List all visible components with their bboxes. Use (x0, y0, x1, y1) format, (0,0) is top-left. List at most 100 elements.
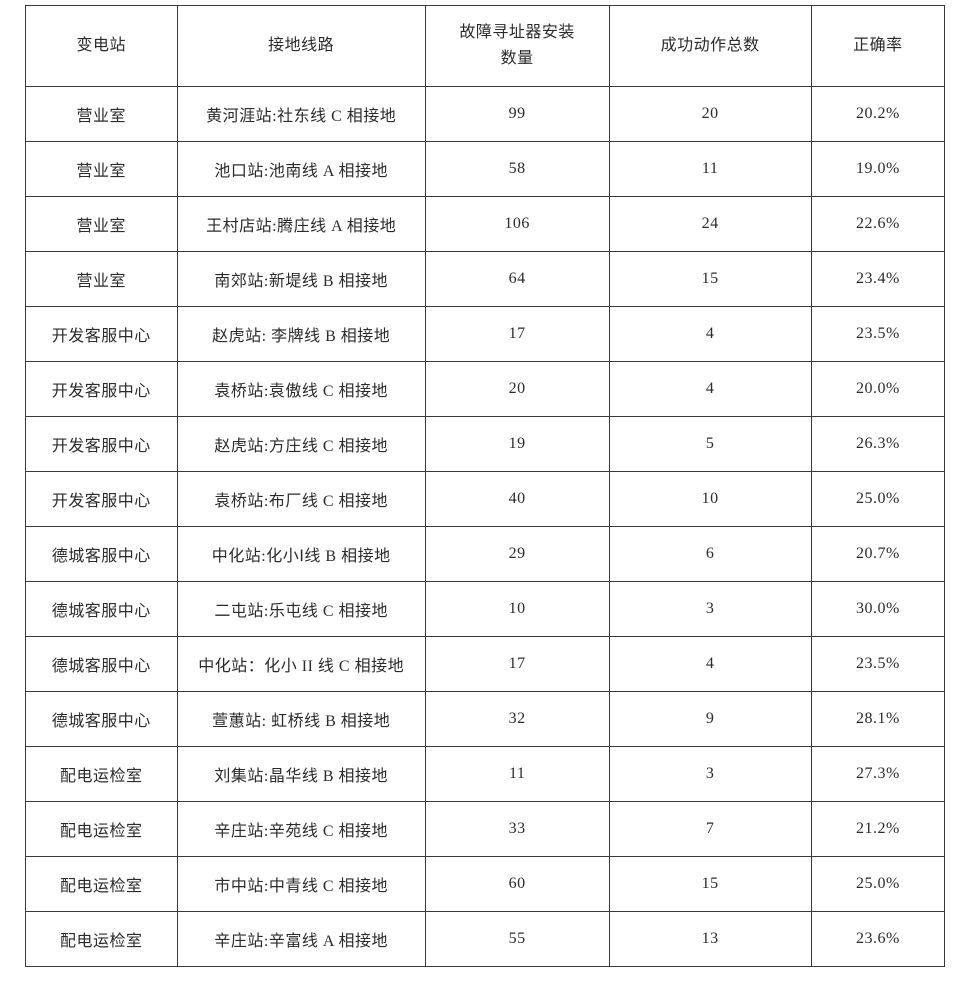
cell-install-count: 99 (425, 87, 609, 142)
cell-success-count: 4 (609, 637, 811, 692)
cell-ground-line: 市中站:中青线 C 相接地 (177, 857, 425, 912)
cell-ground-line: 辛庄站:辛富线 A 相接地 (177, 912, 425, 967)
cell-substation: 开发客服中心 (26, 417, 178, 472)
cell-substation: 营业室 (26, 142, 178, 197)
cell-accuracy: 19.0% (811, 142, 944, 197)
cell-install-count: 60 (425, 857, 609, 912)
table-row: 开发客服中心赵虎站: 李牌线 B 相接地17423.5% (26, 307, 945, 362)
table-row: 开发客服中心袁桥站:袁傲线 C 相接地20420.0% (26, 362, 945, 417)
cell-accuracy: 30.0% (811, 582, 944, 637)
cell-substation: 配电运检室 (26, 857, 178, 912)
col-header-substation: 变电站 (26, 6, 178, 87)
col-header-ground-line: 接地线路 (177, 6, 425, 87)
cell-accuracy: 20.0% (811, 362, 944, 417)
cell-install-count: 17 (425, 307, 609, 362)
table-row: 配电运检室刘集站:晶华线 B 相接地11327.3% (26, 747, 945, 802)
table-row: 德城客服中心中化站：化小 II 线 C 相接地17423.5% (26, 637, 945, 692)
cell-install-count: 10 (425, 582, 609, 637)
cell-substation: 德城客服中心 (26, 637, 178, 692)
cell-success-count: 11 (609, 142, 811, 197)
cell-success-count: 9 (609, 692, 811, 747)
cell-ground-line: 黄河涯站:社东线 C 相接地 (177, 87, 425, 142)
cell-success-count: 4 (609, 307, 811, 362)
header-text: 变电站 (77, 37, 127, 54)
cell-accuracy: 26.3% (811, 417, 944, 472)
cell-accuracy: 23.5% (811, 307, 944, 362)
cell-success-count: 13 (609, 912, 811, 967)
table-row: 营业室黄河涯站:社东线 C 相接地992020.2% (26, 87, 945, 142)
cell-substation: 营业室 (26, 197, 178, 252)
cell-accuracy: 23.5% (811, 637, 944, 692)
cell-install-count: 20 (425, 362, 609, 417)
cell-substation: 营业室 (26, 87, 178, 142)
cell-ground-line: 南郊站:新堤线 B 相接地 (177, 252, 425, 307)
cell-ground-line: 萱蕙站: 虹桥线 B 相接地 (177, 692, 425, 747)
table-row: 营业室池口站:池南线 A 相接地581119.0% (26, 142, 945, 197)
cell-substation: 开发客服中心 (26, 472, 178, 527)
cell-install-count: 33 (425, 802, 609, 857)
cell-install-count: 29 (425, 527, 609, 582)
cell-accuracy: 22.6% (811, 197, 944, 252)
cell-install-count: 40 (425, 472, 609, 527)
cell-substation: 德城客服中心 (26, 582, 178, 637)
cell-install-count: 19 (425, 417, 609, 472)
col-header-install-count: 故障寻址器安装 数量 (425, 6, 609, 87)
header-text: 成功动作总数 (661, 37, 760, 54)
cell-accuracy: 28.1% (811, 692, 944, 747)
cell-substation: 营业室 (26, 252, 178, 307)
cell-ground-line: 二屯站:乐屯线 C 相接地 (177, 582, 425, 637)
table-header-row: 变电站 接地线路 故障寻址器安装 数量 成功动作总数 正确率 (26, 6, 945, 87)
table-row: 德城客服中心萱蕙站: 虹桥线 B 相接地32928.1% (26, 692, 945, 747)
table-container: 变电站 接地线路 故障寻址器安装 数量 成功动作总数 正确率 营业室黄河涯站:社… (0, 0, 970, 997)
cell-ground-line: 刘集站:晶华线 B 相接地 (177, 747, 425, 802)
cell-accuracy: 23.4% (811, 252, 944, 307)
table-row: 配电运检室辛庄站:辛苑线 C 相接地33721.2% (26, 802, 945, 857)
cell-install-count: 106 (425, 197, 609, 252)
header-text-line1: 故障寻址器安装 (459, 24, 575, 41)
cell-ground-line: 中化站:化小Ⅰ线 B 相接地 (177, 527, 425, 582)
cell-ground-line: 辛庄站:辛苑线 C 相接地 (177, 802, 425, 857)
header-text-line2: 数量 (501, 50, 534, 67)
cell-install-count: 17 (425, 637, 609, 692)
cell-accuracy: 27.3% (811, 747, 944, 802)
cell-accuracy: 21.2% (811, 802, 944, 857)
cell-success-count: 5 (609, 417, 811, 472)
cell-ground-line: 赵虎站: 李牌线 B 相接地 (177, 307, 425, 362)
header-text: 正确率 (853, 37, 903, 54)
table-row: 营业室南郊站:新堤线 B 相接地641523.4% (26, 252, 945, 307)
table-row: 开发客服中心赵虎站:方庄线 C 相接地19526.3% (26, 417, 945, 472)
cell-ground-line: 赵虎站:方庄线 C 相接地 (177, 417, 425, 472)
header-text: 接地线路 (268, 37, 334, 54)
cell-substation: 开发客服中心 (26, 307, 178, 362)
cell-substation: 配电运检室 (26, 747, 178, 802)
cell-success-count: 15 (609, 857, 811, 912)
cell-install-count: 11 (425, 747, 609, 802)
cell-accuracy: 23.6% (811, 912, 944, 967)
cell-install-count: 58 (425, 142, 609, 197)
cell-success-count: 7 (609, 802, 811, 857)
cell-ground-line: 袁桥站:袁傲线 C 相接地 (177, 362, 425, 417)
cell-ground-line: 池口站:池南线 A 相接地 (177, 142, 425, 197)
cell-success-count: 4 (609, 362, 811, 417)
table-row: 开发客服中心袁桥站:布厂线 C 相接地401025.0% (26, 472, 945, 527)
cell-success-count: 24 (609, 197, 811, 252)
cell-success-count: 6 (609, 527, 811, 582)
cell-install-count: 64 (425, 252, 609, 307)
cell-substation: 配电运检室 (26, 912, 178, 967)
table-row: 配电运检室辛庄站:辛富线 A 相接地551323.6% (26, 912, 945, 967)
table-body: 营业室黄河涯站:社东线 C 相接地992020.2%营业室池口站:池南线 A 相… (26, 87, 945, 967)
cell-success-count: 3 (609, 747, 811, 802)
cell-success-count: 15 (609, 252, 811, 307)
cell-success-count: 10 (609, 472, 811, 527)
cell-install-count: 32 (425, 692, 609, 747)
cell-success-count: 3 (609, 582, 811, 637)
table-row: 德城客服中心中化站:化小Ⅰ线 B 相接地29620.7% (26, 527, 945, 582)
cell-accuracy: 25.0% (811, 857, 944, 912)
col-header-success-count: 成功动作总数 (609, 6, 811, 87)
cell-success-count: 20 (609, 87, 811, 142)
table-row: 配电运检室市中站:中青线 C 相接地601525.0% (26, 857, 945, 912)
cell-ground-line: 中化站：化小 II 线 C 相接地 (177, 637, 425, 692)
cell-accuracy: 20.7% (811, 527, 944, 582)
cell-accuracy: 20.2% (811, 87, 944, 142)
cell-substation: 德城客服中心 (26, 692, 178, 747)
